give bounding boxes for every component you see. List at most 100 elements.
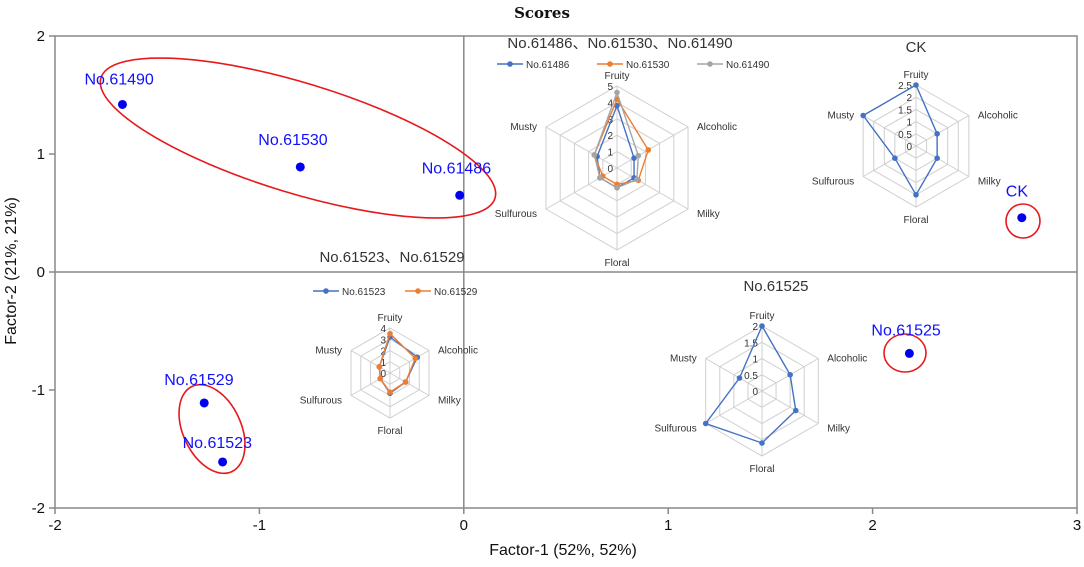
radar-spoke [350, 372, 391, 396]
radar-point [614, 184, 620, 191]
radar-point [634, 176, 640, 183]
radar-tick-label: 4 [380, 324, 386, 335]
radar-point [759, 323, 765, 329]
radar-axis-label: Musty [828, 111, 855, 122]
x-tick-label: 3 [1073, 517, 1081, 534]
radar-spoke [862, 145, 917, 177]
radar-axis-label: Sulfurous [812, 177, 854, 188]
radar-axis-label: Musty [670, 354, 697, 365]
score-point [904, 348, 914, 358]
radar-axis-label: Floral [377, 426, 402, 437]
x-tick-label: 0 [460, 517, 468, 534]
radar-tick-label: 0 [607, 164, 613, 175]
radar-point [631, 155, 637, 161]
radar-axis-label: Fruity [378, 313, 403, 324]
radar-point [736, 375, 743, 381]
radar-axis-label: Sulfurous [300, 396, 342, 407]
radar-axis-label: Alcoholic [697, 122, 737, 133]
score-point-label: CK [1006, 184, 1029, 201]
group-ellipse [99, 57, 497, 219]
radar-legend-label: No.61486 [526, 60, 570, 71]
radar-point [376, 364, 383, 370]
radar-point [892, 155, 898, 161]
radar-axis-label: Alcoholic [978, 111, 1018, 122]
score-point-label: No.61490 [84, 71, 153, 88]
radar-legend-marker [415, 288, 421, 294]
radar-point [387, 330, 393, 337]
radar-title: CK [906, 39, 927, 56]
radar-legend-marker [323, 288, 329, 294]
radar-tick-label: 1 [752, 355, 758, 366]
radar-axis-label: Milky [697, 209, 720, 220]
radar-spoke [545, 167, 618, 210]
score-point [218, 457, 228, 467]
x-tick-label: 1 [664, 517, 672, 534]
radar-spoke [616, 167, 689, 210]
score-point [295, 162, 305, 172]
radar-spoke [915, 115, 970, 147]
radar-title: No.61525 [743, 278, 808, 295]
radar-axis-label: Fruity [605, 71, 630, 82]
group-ellipse [1005, 203, 1041, 239]
radar-point [645, 147, 652, 153]
radar-spoke [389, 350, 430, 374]
group-ellipse [178, 383, 246, 475]
radar-tick-label: 1.5 [898, 105, 912, 116]
radar-title: No.61523、No.61529 [319, 249, 464, 266]
x-tick-label: 2 [868, 517, 876, 534]
radar-tick-label: 3 [380, 335, 386, 346]
radar-spoke [705, 390, 763, 424]
radar-tick-label: 2 [752, 322, 758, 333]
y-tick-label: -2 [32, 500, 45, 517]
radar-spoke [761, 390, 819, 424]
radar-tick-label: 0 [752, 387, 758, 398]
radar-point [591, 152, 598, 158]
radar-spoke [862, 115, 917, 147]
radar-tick-label: 0.5 [898, 130, 912, 141]
radar-axis-label: Sulfurous [495, 209, 537, 220]
radar-legend-label: No.61490 [726, 60, 770, 71]
radar-tick-label: 5 [607, 82, 613, 93]
radar-point [377, 375, 384, 382]
radar-tick-label: 0 [906, 142, 912, 153]
radar-point [635, 152, 642, 159]
radar-legend-marker [507, 61, 513, 67]
radar-spoke [389, 372, 430, 396]
radar-point [934, 131, 940, 137]
y-axis-label: Factor-2 (21%, 21%) [3, 197, 20, 345]
radar-chart: No.61523、No.6152901234FruityAlcoholicMil… [300, 249, 478, 437]
radar-tick-label: 0 [380, 369, 386, 380]
y-tick-label: 0 [37, 264, 45, 281]
radar-point [792, 407, 799, 414]
radar-axis-label: Musty [510, 122, 537, 133]
x-tick-label: -2 [48, 517, 61, 534]
y-tick-label: 1 [37, 146, 45, 163]
radar-spoke [616, 126, 689, 169]
radar-point [387, 389, 393, 395]
radar-axis-label: Floral [749, 464, 774, 475]
radar-axis-label: Alcoholic [438, 346, 478, 357]
radar-axis-label: Fruity [750, 311, 775, 322]
radar-tick-label: 2.5 [898, 81, 912, 92]
radar-tick-label: 0.5 [744, 371, 758, 382]
radar-point [597, 175, 603, 181]
radar-axis-label: Milky [827, 424, 850, 435]
radar-axis-label: Milky [438, 396, 461, 407]
radar-spoke [545, 126, 618, 169]
chart-title: Scores [514, 4, 570, 22]
radar-axis-label: Sulfurous [654, 424, 696, 435]
radar-point [860, 112, 866, 119]
score-point-label: No.61525 [871, 322, 940, 339]
radar-tick-label: 1 [607, 148, 613, 159]
y-tick-label: 2 [37, 28, 45, 45]
radar-title: No.61486、No.61530、No.61490 [507, 35, 732, 52]
radar-tick-label: 1 [380, 358, 386, 369]
radar-tick-label: 1 [906, 118, 912, 129]
score-point [199, 398, 209, 408]
score-point [117, 99, 127, 109]
radar-point [759, 440, 765, 446]
